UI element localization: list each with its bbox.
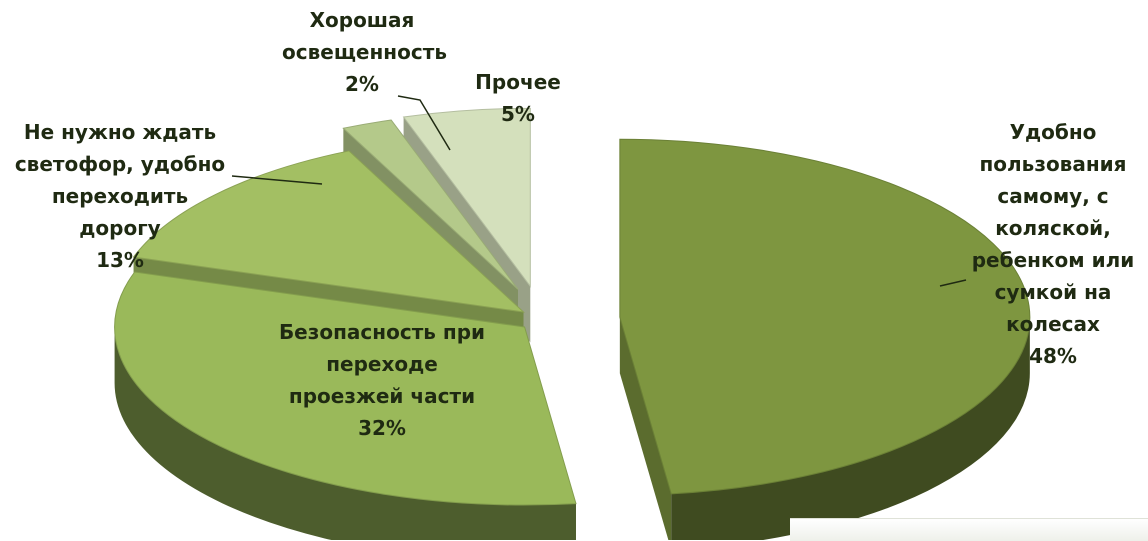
slice-label-lighting: Хорошая освещенность 2% xyxy=(282,8,447,96)
slice-label-convenient: Удобно пользования самому, с коляской, р… xyxy=(971,120,1135,368)
pie-slice-4-top xyxy=(402,107,531,288)
pie-slice-0 xyxy=(619,138,1031,540)
pie-slice-1-top xyxy=(114,271,577,506)
slice-label-no-waiting: Не нужно ждать светофор, удобно переходи… xyxy=(14,120,226,272)
pie-slice-0-top xyxy=(619,138,1031,495)
slice-label-other: Прочее 5% xyxy=(475,70,561,126)
leader-line-0 xyxy=(939,279,967,287)
pie-slice-3-top xyxy=(342,119,519,290)
pie-slice-0-outer-wall xyxy=(671,317,1030,540)
leader-line-1 xyxy=(231,175,323,185)
leader-line-2 xyxy=(397,95,451,151)
pie-slice-2-top xyxy=(132,150,526,313)
pie-slice-0-radial-face-1 xyxy=(619,317,672,540)
pie-slice-1-outer-wall xyxy=(114,327,576,540)
footer-strip xyxy=(790,518,1148,541)
pie-slice-1 xyxy=(114,271,577,540)
slice-label-safety: Безопасность при переходе проезжей части… xyxy=(278,320,486,440)
